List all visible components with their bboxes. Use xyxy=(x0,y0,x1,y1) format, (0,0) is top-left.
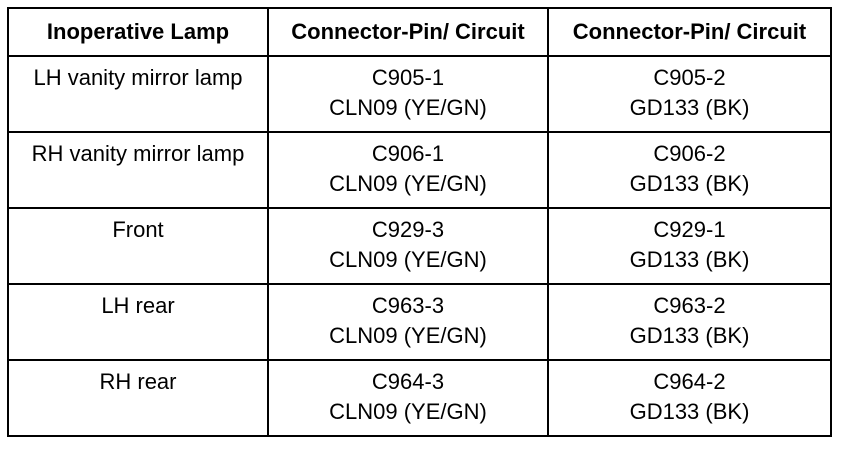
table-body: LH vanity mirror lamp C905-1 CLN09 (YE/GN)… xyxy=(7,55,832,437)
cell-line: CLN09 (YE/GN) xyxy=(329,399,487,424)
table-row: RH rear C964-3 CLN09 (YE/GN) C964-2 GD133 (B… xyxy=(7,359,832,437)
cell-line: CLN09 (YE/GN) xyxy=(329,95,487,120)
cell-line: C963-2 xyxy=(653,293,726,318)
table-cell: C905-2 GD133 (BK) xyxy=(547,55,832,133)
table-cell: C906-1 CLN09 (YE/GN) xyxy=(267,131,549,209)
table-row: LH vanity mirror lamp C905-1 CLN09 (YE/GN)… xyxy=(7,55,832,133)
cell-line: LH rear xyxy=(101,293,175,318)
cell-line: C964-2 xyxy=(653,369,726,394)
table-cell: C929-3 CLN09 (YE/GN) xyxy=(267,207,549,285)
table-cell: LH rear xyxy=(7,283,269,361)
table-row: LH rear C963-3 CLN09 (YE/GN) C963-2 GD133 (B… xyxy=(7,283,832,361)
header-cell: Connector-Pin/ Circuit xyxy=(267,7,549,57)
table-cell: C929-1 GD133 (BK) xyxy=(547,207,832,285)
header-cell: Inoperative Lamp xyxy=(7,7,269,57)
cell-line: RH vanity mirror lamp xyxy=(31,141,245,166)
cell-line: GD133 (BK) xyxy=(629,323,750,348)
cell-line: C964-3 xyxy=(371,369,445,394)
table-cell: RH vanity mirror lamp xyxy=(7,131,269,209)
table-cell: C964-2 GD133 (BK) xyxy=(547,359,832,437)
cell-line: RH rear xyxy=(99,369,177,394)
table-cell: C905-1 CLN09 (YE/GN) xyxy=(267,55,549,133)
cell-line: LH vanity mirror lamp xyxy=(33,65,243,90)
table-cell: C964-3 CLN09 (YE/GN) xyxy=(267,359,549,437)
cell-line: CLN09 (YE/GN) xyxy=(329,323,487,348)
cell-line: GD133 (BK) xyxy=(629,95,750,120)
header-row: Inoperative Lamp Connector-Pin/ Circuit Co… xyxy=(7,7,832,57)
cell-line: C905-1 xyxy=(371,65,445,90)
cell-line: C905-2 xyxy=(653,65,726,90)
header-cell: Connector-Pin/ Circuit xyxy=(547,7,832,57)
cell-line: CLN09 (YE/GN) xyxy=(329,247,487,272)
table-cell: Front xyxy=(7,207,269,285)
table-cell: C963-3 CLN09 (YE/GN) xyxy=(267,283,549,361)
cell-line: Front xyxy=(112,217,164,242)
cell-line: GD133 (BK) xyxy=(629,171,750,196)
cell-line: GD133 (BK) xyxy=(629,247,750,272)
cell-line: C963-3 xyxy=(371,293,445,318)
cell-line: GD133 (BK) xyxy=(629,399,750,424)
cell-line: C929-3 xyxy=(371,217,445,242)
table-row: RH vanity mirror lamp C906-1 CLN09 (YE/GN)… xyxy=(7,131,832,209)
cell-line: CLN09 (YE/GN) xyxy=(329,171,487,196)
table-row: Front C929-3 CLN09 (YE/GN) C929-1 GD133 (BK) xyxy=(7,207,832,285)
cell-line: C906-1 xyxy=(371,141,445,166)
table-cell: C906-2 GD133 (BK) xyxy=(547,131,832,209)
table-cell: RH rear xyxy=(7,359,269,437)
cell-line: C929-1 xyxy=(653,217,726,242)
table-cell: LH vanity mirror lamp xyxy=(7,55,269,133)
table-cell: C963-2 GD133 (BK) xyxy=(547,283,832,361)
lamp-table: Inoperative Lamp Connector-Pin/ Circuit Co… xyxy=(7,7,832,437)
cell-line: C906-2 xyxy=(653,141,726,166)
